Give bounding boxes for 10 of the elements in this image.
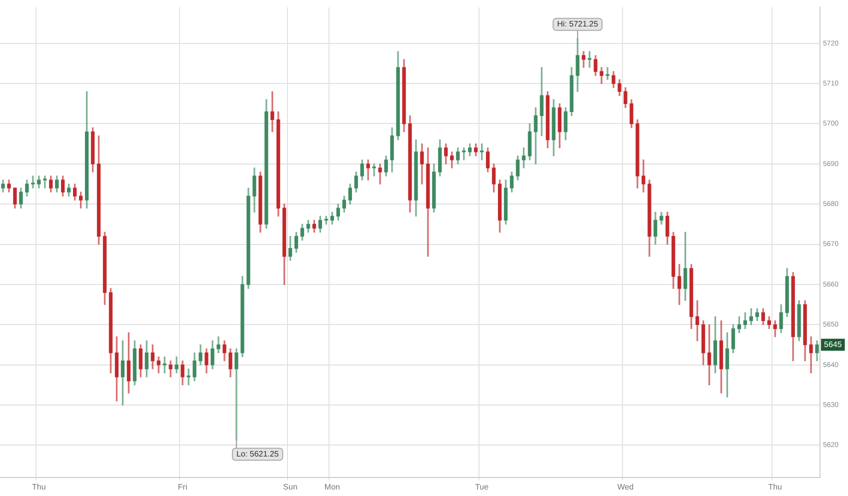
annotation: Hi: 5721.25 — [557, 20, 599, 29]
x-tick-label: Tue — [475, 482, 490, 492]
text: 5645 — [824, 340, 842, 349]
x-tick-label: Thu — [768, 482, 782, 492]
x-tick-label: Wed — [617, 482, 634, 492]
x-tick-label: Fri — [178, 482, 188, 492]
x-tick-label: Thu — [32, 482, 46, 492]
x-tick-label: Sun — [283, 482, 298, 492]
x-tick-label: Mon — [324, 482, 340, 492]
annotation: Lo: 5621.25 — [236, 449, 280, 458]
